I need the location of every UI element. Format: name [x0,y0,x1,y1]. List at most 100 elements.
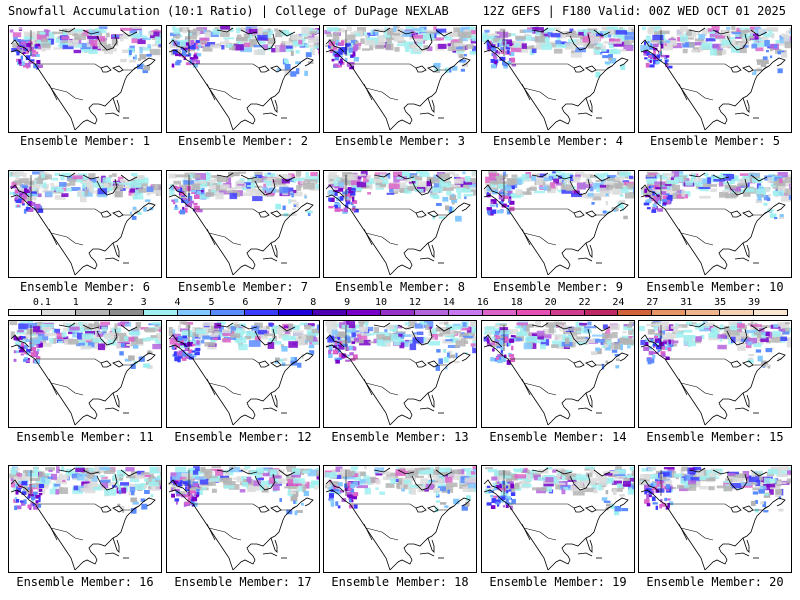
member-caption: Ensemble Member: 9 [492,280,624,294]
snowfall-map [483,321,634,426]
map-panel [8,25,162,133]
colorbar-tick-label: 39 [748,297,761,308]
coastlines [640,27,786,131]
member-caption: Ensemble Member: 14 [489,430,627,444]
member-caption: Ensemble Member: 19 [489,575,627,589]
colorbar-swatch [754,309,788,316]
snowfall-map [168,171,319,276]
colorbar-swatch [448,309,483,316]
coastlines [325,27,471,131]
coastlines [325,322,471,426]
colorbar-swatch [414,309,449,316]
coastlines [168,172,314,276]
snowfall-map [482,26,634,131]
member-caption: Ensemble Member: 11 [16,430,154,444]
map-panel [166,465,320,573]
snowfall-map [640,171,791,276]
snowfall-map [168,26,319,131]
snowfall-map [9,466,161,571]
country-borders [660,30,770,101]
colorbar-swatch [482,309,517,316]
map-panel [323,465,477,573]
snow-shading [168,321,319,368]
coastlines [10,172,156,276]
chart-title: Snowfall Accumulation (10:1 Ratio) | Col… [8,4,449,18]
colorbar-swatches: 0.1 1 2 3 4 5 6 7 8 9 10 12 14 16 18 20 22 24 27 31 35 39 [8,297,788,317]
colorbar-tick-label: 18 [510,297,523,308]
colorbar-swatch [177,309,212,316]
snowfall-map [168,321,319,426]
colorbar-tick-label: 4 [174,297,181,308]
colorbar-swatch [584,309,619,316]
colorbar-swatch [550,309,585,316]
snow-shading [639,321,791,369]
country-borders [345,30,455,101]
snow-shading [325,321,476,371]
country-borders [345,175,455,246]
colorbar-swatch [109,309,144,316]
country-borders [503,470,613,541]
member-caption: Ensemble Member: 8 [334,280,466,294]
snow-shading [641,171,791,220]
snowfall-map [325,321,476,426]
snow-shading [484,466,634,516]
colorbar-tick-label: 10 [375,297,388,308]
snowfall-map [639,466,791,571]
member-caption: Ensemble Member: 18 [331,575,469,589]
colorbar-tick-label: 24 [612,297,625,308]
colorbar-swatch [652,309,687,316]
snow-shading [483,321,634,370]
map-panel [638,320,792,428]
country-borders [30,175,140,246]
colorbar-swatch [279,309,314,316]
member-caption: Ensemble Member: 5 [649,134,781,148]
snow-shading [168,171,319,217]
country-borders [30,470,140,541]
colorbar-tick-label: 9 [344,297,351,308]
country-borders [30,30,140,101]
coastlines [640,172,786,276]
map-panel [166,25,320,133]
model-run-label: 12Z GEFS | F180 Valid: 00Z WED OCT 01 20… [482,4,786,18]
colorbar-swatch [516,309,551,316]
coastlines [325,467,471,571]
colorbar-swatch [8,309,42,316]
colorbar-tick-label: 31 [680,297,693,308]
country-borders [660,175,770,246]
coastlines [10,467,156,571]
colorbar-tick-label: 0.1 [32,297,51,308]
snowfall-map [639,321,791,426]
country-borders [503,175,613,246]
colorbar-tick-label: 12 [408,297,421,308]
map-panel [481,465,635,573]
colorbar-tick-label: 22 [578,297,591,308]
snowfall-map [640,26,791,131]
coastlines [10,322,156,426]
snowfall-map [9,171,161,276]
snow-shading [9,171,161,220]
snow-shading [9,26,161,74]
country-borders [660,470,770,541]
colorbar-swatch [75,309,110,316]
map-panel [323,25,477,133]
colorbar-swatch [381,309,415,316]
country-borders [345,470,455,541]
map-panel [323,320,477,428]
map-panel [638,25,792,133]
snow-shading [640,26,791,75]
member-caption: Ensemble Member: 4 [492,134,624,148]
snow-shading [9,466,161,514]
country-borders [188,175,298,246]
member-caption: Ensemble Member: 13 [331,430,469,444]
colorbar-swatch [143,309,178,316]
snowfall-map [324,26,476,131]
member-caption: Ensemble Member: 10 [646,280,784,294]
colorbar-tick-label: 8 [310,297,317,308]
map-panel [166,170,320,278]
country-borders [660,325,770,396]
colorbar-tick-label: 3 [140,297,147,308]
colorbar-tick-label: 14 [442,297,455,308]
snow-shading [484,171,634,220]
member-caption: Ensemble Member: 17 [174,575,312,589]
snowfall-map [483,466,634,571]
